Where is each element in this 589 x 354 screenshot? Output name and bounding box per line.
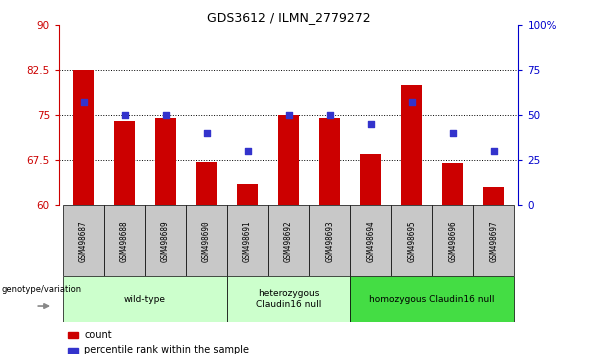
Point bbox=[448, 130, 458, 136]
Text: homozygous Claudin16 null: homozygous Claudin16 null bbox=[369, 295, 495, 304]
Bar bbox=[432, 205, 473, 276]
Bar bbox=[155, 118, 176, 205]
Text: GSM498690: GSM498690 bbox=[202, 220, 211, 262]
Bar bbox=[402, 85, 422, 205]
Bar bbox=[186, 205, 227, 276]
Point bbox=[120, 112, 129, 118]
Bar bbox=[68, 332, 78, 338]
Text: genotype/variation: genotype/variation bbox=[1, 285, 81, 293]
Bar bbox=[391, 205, 432, 276]
Text: GSM498692: GSM498692 bbox=[284, 220, 293, 262]
Bar bbox=[237, 184, 258, 205]
Text: wild-type: wild-type bbox=[124, 295, 166, 304]
Text: GSM498696: GSM498696 bbox=[448, 220, 457, 262]
Bar bbox=[473, 205, 514, 276]
Bar bbox=[268, 205, 309, 276]
Point bbox=[489, 148, 498, 154]
Point bbox=[202, 130, 211, 136]
Bar bbox=[73, 70, 94, 205]
Bar bbox=[279, 115, 299, 205]
Point bbox=[366, 121, 375, 127]
Point bbox=[325, 112, 335, 118]
Text: GSM498688: GSM498688 bbox=[120, 220, 129, 262]
Point bbox=[284, 112, 293, 118]
Bar bbox=[319, 118, 340, 205]
Text: GSM498695: GSM498695 bbox=[407, 220, 416, 262]
Bar bbox=[114, 121, 135, 205]
Title: GDS3612 / ILMN_2779272: GDS3612 / ILMN_2779272 bbox=[207, 11, 370, 24]
Bar bbox=[484, 187, 504, 205]
Bar bbox=[442, 163, 463, 205]
Bar bbox=[350, 205, 391, 276]
Bar bbox=[227, 205, 268, 276]
Point bbox=[407, 99, 416, 105]
Bar bbox=[63, 276, 227, 322]
Bar bbox=[227, 276, 350, 322]
Bar bbox=[309, 205, 350, 276]
Text: percentile rank within the sample: percentile rank within the sample bbox=[84, 346, 249, 354]
Text: GSM498689: GSM498689 bbox=[161, 220, 170, 262]
Bar bbox=[196, 162, 217, 205]
Bar bbox=[350, 276, 514, 322]
Bar bbox=[145, 205, 186, 276]
Point bbox=[79, 99, 88, 105]
Point bbox=[161, 112, 170, 118]
Bar bbox=[360, 154, 381, 205]
Text: GSM498694: GSM498694 bbox=[366, 220, 375, 262]
Text: GSM498697: GSM498697 bbox=[489, 220, 498, 262]
Text: GSM498687: GSM498687 bbox=[79, 220, 88, 262]
Text: count: count bbox=[84, 330, 112, 339]
Bar bbox=[68, 348, 78, 354]
Text: GSM498693: GSM498693 bbox=[325, 220, 334, 262]
Bar bbox=[63, 205, 104, 276]
Point bbox=[243, 148, 252, 154]
Text: heterozygous
Claudin16 null: heterozygous Claudin16 null bbox=[256, 290, 321, 309]
Bar bbox=[104, 205, 145, 276]
Text: GSM498691: GSM498691 bbox=[243, 220, 252, 262]
